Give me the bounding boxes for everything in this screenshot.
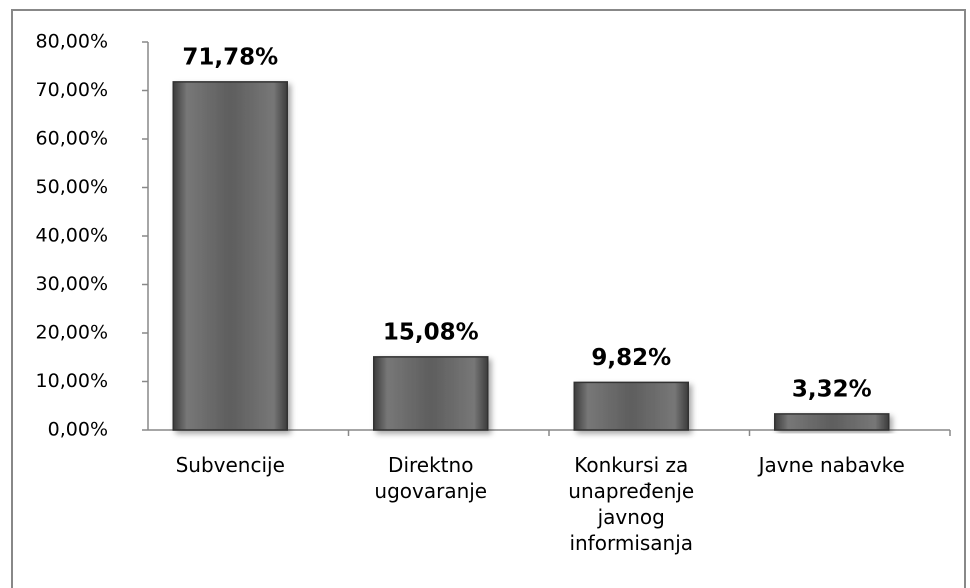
- data-label: 15,08%: [383, 319, 479, 345]
- y-tick-label: 60,00%: [36, 128, 108, 150]
- x-tick-label: Subvencije: [175, 453, 285, 477]
- x-tick-label: Direktno ugovaranje: [374, 453, 488, 503]
- x-tick-label: Javne nabavke: [758, 453, 905, 477]
- data-label: 9,82%: [591, 345, 671, 371]
- y-tick-label: 20,00%: [36, 322, 108, 344]
- y-tick-label: 0,00%: [48, 419, 108, 441]
- y-tick-label: 30,00%: [36, 273, 108, 295]
- y-tick-label: 80,00%: [36, 31, 108, 53]
- bar: [573, 381, 689, 431]
- data-label: 3,32%: [792, 376, 872, 402]
- y-tick-label: 40,00%: [36, 225, 108, 247]
- y-tick-label: 70,00%: [36, 79, 108, 101]
- bar: [373, 356, 489, 431]
- x-tick-label: Konkursi za unapređenje javnog informisa…: [568, 453, 695, 555]
- y-tick-label: 50,00%: [36, 176, 108, 198]
- bar: [172, 81, 288, 431]
- data-label: 71,78%: [182, 44, 278, 70]
- bar: [774, 413, 890, 431]
- chart-frame: [11, 9, 966, 588]
- y-tick-label: 10,00%: [36, 370, 108, 392]
